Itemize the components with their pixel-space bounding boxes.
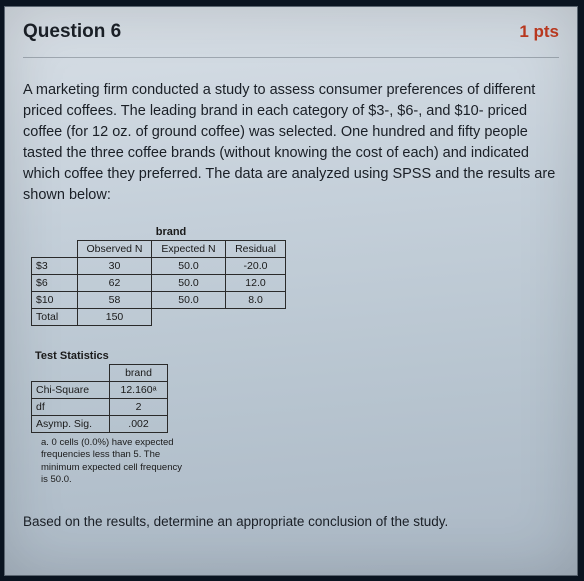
table-brand: Observed N Expected N Residual $3 30 50.… bbox=[31, 240, 286, 326]
table-cell: 12.160ᵃ bbox=[110, 382, 168, 399]
question-title: Question 6 bbox=[23, 21, 121, 43]
table-cell: Total bbox=[32, 309, 78, 326]
table-cell: 50.0 bbox=[152, 258, 226, 275]
table-stats-title: Test Statistics bbox=[35, 350, 559, 362]
conclusion-prompt: Based on the results, determine an appro… bbox=[23, 514, 559, 529]
table-brand-wrap: brand Observed N Expected N Residual $3 … bbox=[23, 226, 559, 326]
table-cell: brand bbox=[110, 365, 168, 382]
table-row: $6 62 50.0 12.0 bbox=[32, 275, 286, 292]
table-stats-wrap: Test Statistics brand Chi-Square 12.160ᵃ… bbox=[23, 350, 559, 486]
table-cell: 30 bbox=[78, 258, 152, 275]
table-cell: 2 bbox=[110, 399, 168, 416]
question-body: A marketing firm conducted a study to as… bbox=[23, 80, 559, 206]
table-stats: brand Chi-Square 12.160ᵃ df 2 Asymp. Sig… bbox=[31, 364, 168, 433]
question-header: Question 6 1 pts bbox=[23, 21, 559, 58]
table-brand-caption: brand bbox=[31, 226, 311, 238]
question-card: Question 6 1 pts A marketing firm conduc… bbox=[4, 6, 578, 576]
table-row: df 2 bbox=[32, 399, 168, 416]
table-cell: $3 bbox=[32, 258, 78, 275]
table-cell: Observed N bbox=[78, 241, 152, 258]
table-cell: $10 bbox=[32, 292, 78, 309]
table-stats-footnote: a. 0 cells (0.0%) have expected frequenc… bbox=[41, 437, 191, 486]
table-cell: Asymp. Sig. bbox=[32, 416, 110, 433]
table-cell: 62 bbox=[78, 275, 152, 292]
table-cell: 12.0 bbox=[226, 275, 286, 292]
table-cell bbox=[32, 365, 110, 382]
table-row: $10 58 50.0 8.0 bbox=[32, 292, 286, 309]
table-row: Chi-Square 12.160ᵃ bbox=[32, 382, 168, 399]
table-cell: 150 bbox=[78, 309, 152, 326]
table-row: brand bbox=[32, 365, 168, 382]
table-cell: .002 bbox=[110, 416, 168, 433]
table-cell: $6 bbox=[32, 275, 78, 292]
table-cell bbox=[226, 309, 286, 326]
table-cell: -20.0 bbox=[226, 258, 286, 275]
table-row: Total 150 bbox=[32, 309, 286, 326]
table-cell: 8.0 bbox=[226, 292, 286, 309]
table-cell: Residual bbox=[226, 241, 286, 258]
table-cell: Expected N bbox=[152, 241, 226, 258]
table-cell: 50.0 bbox=[152, 275, 226, 292]
question-points: 1 pts bbox=[519, 22, 559, 42]
table-cell bbox=[152, 309, 226, 326]
table-cell: Chi-Square bbox=[32, 382, 110, 399]
table-cell: 58 bbox=[78, 292, 152, 309]
table-row: Observed N Expected N Residual bbox=[32, 241, 286, 258]
table-cell: 50.0 bbox=[152, 292, 226, 309]
table-row: $3 30 50.0 -20.0 bbox=[32, 258, 286, 275]
table-row: Asymp. Sig. .002 bbox=[32, 416, 168, 433]
table-cell: df bbox=[32, 399, 110, 416]
table-cell bbox=[32, 241, 78, 258]
